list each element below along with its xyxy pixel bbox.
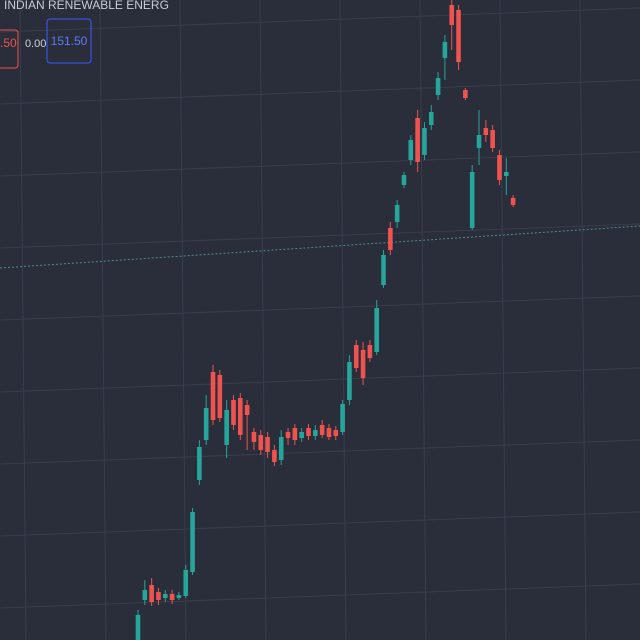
candle-body	[449, 5, 455, 25]
grid-line	[0, 511, 640, 537]
candle-body	[210, 372, 216, 420]
candle-body	[142, 590, 148, 600]
candle-body	[217, 375, 223, 418]
grid-line	[19, 0, 27, 640]
candle-body	[224, 410, 229, 445]
candle-body	[490, 130, 495, 148]
candle-body	[258, 435, 264, 450]
grid-line	[419, 0, 427, 640]
candle-body	[162, 594, 168, 598]
grid-line	[0, 79, 640, 105]
candle-body	[381, 255, 386, 285]
candle-body	[401, 175, 407, 185]
candle-body	[176, 595, 182, 598]
candle-body	[353, 345, 359, 368]
ask-price: 151.50	[51, 34, 88, 48]
candle-body	[135, 615, 141, 640]
candle-body	[183, 570, 189, 596]
candle-body	[367, 345, 373, 358]
candle-body	[203, 408, 209, 440]
candle-body	[408, 140, 414, 160]
candle-body	[149, 585, 154, 602]
grid-line	[0, 295, 640, 321]
candle-body	[394, 205, 400, 222]
candle-body	[347, 362, 352, 400]
candle-body	[435, 78, 441, 95]
candle-body	[469, 172, 475, 228]
candle-body	[251, 432, 257, 442]
candle-body	[503, 172, 509, 176]
candle-body	[306, 428, 311, 436]
candle-body	[197, 447, 202, 480]
candle-body	[476, 135, 482, 148]
candle-body	[415, 118, 420, 162]
candle-body	[428, 112, 434, 125]
candle-body	[313, 430, 318, 436]
ask-box	[46, 18, 92, 64]
grid-line	[259, 0, 267, 640]
candle-body	[278, 437, 284, 460]
change-value: 0.00	[25, 38, 46, 50]
grid-line	[339, 0, 347, 640]
grid-line	[0, 439, 640, 465]
candle-body	[360, 350, 366, 378]
grid-line	[0, 151, 640, 177]
candle-body	[238, 398, 243, 435]
grid-line	[499, 0, 507, 640]
plot-area	[135, 0, 516, 640]
candle-body	[231, 400, 236, 425]
candle-body	[285, 432, 291, 438]
symbol-title: INDIAN RENEWABLE ENERG	[4, 0, 169, 12]
grid-line	[579, 0, 587, 640]
candle-body	[340, 404, 345, 432]
bid-price: .50	[0, 36, 17, 50]
candle-body	[497, 155, 502, 180]
candle-body	[333, 430, 339, 436]
candle-body	[272, 450, 277, 462]
candle-body	[319, 425, 325, 435]
candle-body	[442, 42, 448, 58]
candle-body	[374, 308, 379, 352]
price-line	[0, 225, 640, 269]
candle-body	[299, 432, 304, 438]
grid-line	[0, 367, 640, 393]
candle-body	[456, 10, 461, 62]
candle-body	[422, 128, 427, 155]
grid-line	[0, 223, 640, 249]
grid-line	[0, 7, 640, 33]
candle-body	[510, 198, 516, 205]
candle-body	[169, 594, 175, 600]
candle-body	[265, 437, 270, 452]
candle-body	[190, 512, 195, 572]
candle-body	[156, 592, 161, 600]
candle-body	[483, 128, 489, 135]
candle-body	[326, 428, 332, 437]
candle-body	[388, 228, 393, 250]
candle-body	[463, 90, 468, 98]
candle-body	[292, 428, 298, 440]
grid-line	[179, 0, 187, 640]
candle-body	[244, 405, 250, 415]
bid-box	[0, 29, 19, 69]
grid-line	[99, 0, 107, 640]
grid-line	[0, 583, 640, 609]
